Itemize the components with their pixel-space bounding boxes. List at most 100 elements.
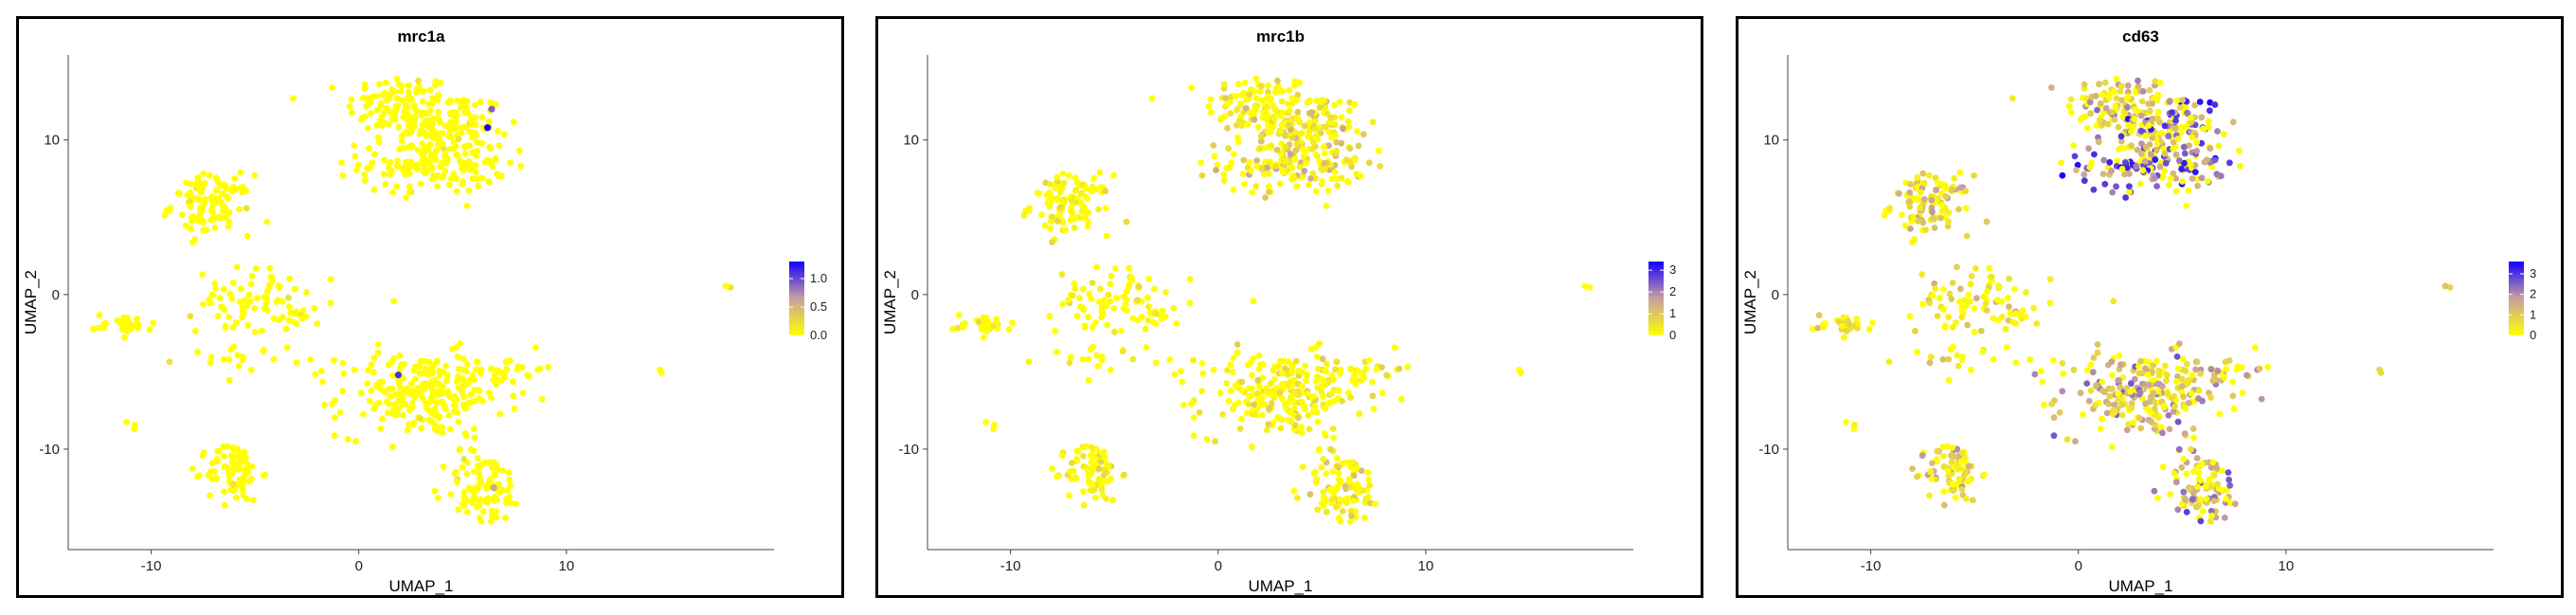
cell-point	[2180, 488, 2188, 496]
cell-point	[268, 273, 276, 280]
cell-point	[1299, 429, 1306, 437]
cell-point	[426, 107, 434, 115]
cell-point	[2197, 496, 2204, 503]
cell-point	[209, 460, 216, 466]
x-tick-label: -10	[1000, 558, 1021, 574]
cell-point	[245, 291, 253, 298]
cell-point	[243, 188, 250, 195]
cell-point	[2105, 401, 2113, 407]
cell-point	[207, 492, 213, 499]
cell-point	[219, 201, 226, 208]
cell-point	[2377, 370, 2385, 376]
cell-point	[2109, 109, 2116, 116]
cell-point	[1224, 367, 1231, 373]
cell-point	[2113, 75, 2120, 82]
cell-point	[382, 180, 389, 188]
cell-point	[441, 150, 449, 157]
cell-point	[460, 143, 468, 151]
cell-point	[1301, 150, 1308, 157]
cell-point	[303, 289, 310, 296]
cell-point	[1338, 114, 1345, 121]
cell-point	[2137, 112, 2145, 119]
cell-point	[980, 334, 987, 341]
cell-point	[2067, 96, 2075, 103]
cell-point	[235, 363, 243, 370]
cell-point	[1948, 452, 1955, 459]
cell-point	[1277, 357, 1284, 365]
cell-point	[1252, 95, 1260, 102]
cell-point	[408, 380, 415, 388]
cell-point	[1241, 180, 1249, 188]
cell-point	[395, 123, 403, 131]
cell-point	[2108, 358, 2116, 366]
cell-point	[1098, 356, 1106, 364]
cell-point	[1256, 384, 1264, 391]
cell-point	[1330, 490, 1337, 497]
cell-point	[466, 142, 473, 150]
cell-point	[2099, 171, 2107, 178]
cell-point	[501, 515, 509, 521]
cell-point	[2118, 165, 2126, 172]
cell-point	[463, 470, 471, 478]
cell-point	[1313, 353, 1321, 360]
cell-point	[2159, 463, 2167, 471]
cell-point	[2174, 136, 2182, 143]
cell-point	[1072, 186, 1079, 193]
cell-point	[1909, 239, 1916, 245]
cell-point	[212, 285, 220, 292]
cell-point	[417, 389, 424, 396]
cell-point	[1285, 381, 1292, 389]
cell-point	[1053, 195, 1060, 202]
cell-point	[397, 384, 405, 391]
cell-point	[1263, 164, 1270, 172]
cell-point	[1285, 122, 1292, 129]
cell-point	[2084, 124, 2091, 132]
cell-point	[2129, 122, 2135, 130]
cell-point	[495, 480, 502, 488]
highlight-point	[490, 484, 497, 492]
cell-point	[225, 443, 231, 450]
cell-point	[2189, 175, 2196, 182]
cell-point	[500, 131, 508, 138]
cell-point	[1335, 470, 1342, 477]
cell-point	[1840, 334, 1847, 341]
cell-point	[383, 104, 390, 112]
cell-point	[1250, 298, 1257, 305]
cell-point	[2229, 392, 2237, 400]
cell-point	[1934, 456, 1940, 462]
cell-point	[1312, 188, 1320, 195]
cell-point	[2168, 175, 2174, 182]
cell-point	[1967, 367, 1974, 373]
cell-point	[434, 183, 441, 190]
cell-point	[2142, 143, 2150, 151]
cell-point	[406, 170, 413, 177]
colorbar-tick-label: 0	[2530, 328, 2536, 342]
cell-point	[2172, 118, 2179, 124]
cell-point	[1810, 325, 1816, 333]
cell-point	[2080, 410, 2086, 418]
cell-point	[2198, 114, 2206, 121]
cell-point	[1853, 316, 1860, 322]
cell-point	[404, 164, 411, 172]
cell-point	[1071, 280, 1078, 287]
cell-point	[433, 357, 441, 365]
cell-point	[1071, 225, 1078, 231]
cell-point	[1896, 190, 1902, 197]
cell-point	[2195, 463, 2203, 471]
cell-point	[214, 313, 222, 319]
cell-point	[318, 368, 325, 375]
cell-point	[1951, 174, 1958, 182]
cell-point	[1938, 201, 1945, 208]
cell-point	[2170, 138, 2177, 146]
cell-point	[1287, 409, 1294, 416]
cell-point	[1920, 179, 1928, 187]
cell-point	[1347, 366, 1355, 373]
cell-point	[510, 378, 516, 386]
cell-point	[2149, 135, 2156, 141]
cell-point	[477, 517, 485, 525]
cell-point	[1995, 282, 2003, 290]
cell-point	[461, 159, 468, 167]
cell-point	[406, 189, 413, 195]
cell-point	[2159, 429, 2166, 437]
cell-point	[1365, 357, 1373, 364]
